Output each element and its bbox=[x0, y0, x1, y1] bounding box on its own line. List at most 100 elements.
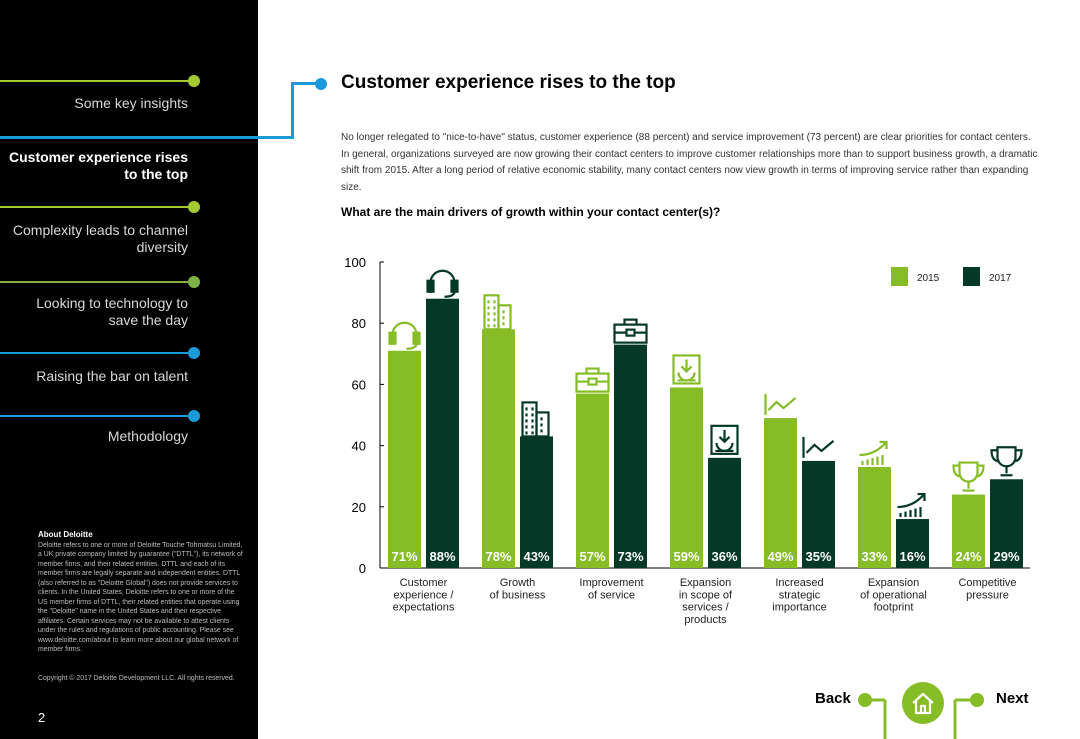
icon-2015-6 bbox=[952, 461, 985, 492]
icon-2017-6 bbox=[990, 446, 1023, 477]
icon-2015-1 bbox=[483, 294, 512, 331]
bar-label: 43% bbox=[523, 549, 549, 564]
bar-2017-5 bbox=[896, 519, 929, 568]
chart-question: What are the main drivers of growth with… bbox=[341, 205, 721, 219]
category-label: in scope of bbox=[679, 589, 733, 601]
back-button[interactable]: Back bbox=[815, 690, 851, 707]
bar-2017-3 bbox=[708, 457, 741, 568]
bar-label: 59% bbox=[673, 549, 699, 564]
about-title: About Deloitte bbox=[38, 530, 93, 539]
bar-2017-0 bbox=[426, 298, 459, 568]
sidebar-line-3 bbox=[0, 281, 194, 283]
next-button[interactable]: Next bbox=[996, 690, 1029, 707]
bar-2015-2 bbox=[576, 393, 609, 568]
bar-label: 57% bbox=[579, 549, 605, 564]
legend-label-2017: 2017 bbox=[989, 273, 1012, 284]
category-label: of operational bbox=[860, 589, 927, 601]
category-label: Expansion bbox=[868, 577, 919, 589]
sidebar-item-2[interactable]: Complexity leads to channel diversity bbox=[12, 222, 188, 255]
bar-2015-6 bbox=[952, 494, 985, 568]
category-label: Expansion bbox=[680, 577, 731, 589]
category-label: Increased bbox=[775, 577, 823, 589]
sidebar-line-0 bbox=[0, 80, 194, 82]
category-label: Customer bbox=[400, 577, 448, 589]
icon-2017-5 bbox=[897, 492, 926, 518]
icon-2015-3 bbox=[672, 354, 701, 385]
category-label: of service bbox=[588, 589, 635, 601]
bar-label: 29% bbox=[993, 549, 1019, 564]
category-label: Improvement bbox=[579, 577, 643, 589]
sidebar-item-5[interactable]: Methodology bbox=[107, 428, 188, 444]
sidebar-item-1[interactable]: Customer experience rises to the top bbox=[9, 149, 188, 182]
bar-2017-6 bbox=[990, 479, 1023, 568]
page-number: 2 bbox=[38, 710, 46, 725]
icon-2017-0 bbox=[426, 269, 459, 298]
sidebar-dot-2 bbox=[188, 201, 200, 213]
page-title: Customer experience rises to the top bbox=[341, 72, 676, 93]
about-text: Deloitte refers to one or more of Deloit… bbox=[38, 541, 243, 654]
y-tick-label: 100 bbox=[344, 255, 366, 270]
category-label: expectations bbox=[393, 602, 455, 614]
sidebar-line-5 bbox=[0, 415, 194, 417]
y-tick-label: 80 bbox=[352, 316, 366, 331]
bar-label: 33% bbox=[861, 549, 887, 564]
category-label: Growth bbox=[500, 577, 535, 589]
bar-label: 36% bbox=[711, 549, 737, 564]
sidebar-dot-3 bbox=[188, 276, 200, 288]
category-label: of business bbox=[490, 589, 546, 601]
legend-swatch-2017 bbox=[963, 267, 980, 286]
active-connector-line-vertical bbox=[291, 82, 294, 139]
category-label: experience / bbox=[394, 589, 455, 601]
bar-label: 24% bbox=[955, 549, 981, 564]
category-label: strategic bbox=[779, 589, 821, 601]
bar-2015-5 bbox=[858, 467, 891, 568]
icon-2017-3 bbox=[710, 424, 739, 455]
icon-2017-2 bbox=[613, 318, 648, 344]
category-label: Competitive bbox=[958, 577, 1016, 589]
category-label: services / bbox=[682, 602, 729, 614]
category-label: products bbox=[684, 614, 727, 626]
bar-label: 88% bbox=[429, 549, 455, 564]
icon-2015-4 bbox=[764, 394, 797, 416]
bar-2015-3 bbox=[670, 387, 703, 568]
intro-paragraph: No longer relegated to "nice-to-have" st… bbox=[341, 132, 1038, 193]
bar-2017-4 bbox=[802, 460, 835, 568]
footer-nav-decoration bbox=[858, 693, 984, 739]
bar-2015-4 bbox=[764, 418, 797, 568]
category-label: importance bbox=[772, 602, 826, 614]
active-connector-line bbox=[0, 136, 293, 139]
y-tick-label: 20 bbox=[352, 500, 366, 515]
category-label: pressure bbox=[966, 589, 1009, 601]
bar-2017-2 bbox=[614, 344, 647, 568]
sidebar-dot-0 bbox=[188, 75, 200, 87]
sidebar-dot-5 bbox=[188, 410, 200, 422]
sidebar-dot-4 bbox=[188, 347, 200, 359]
bar-2017-1 bbox=[520, 436, 553, 568]
bar-label: 71% bbox=[391, 549, 417, 564]
icon-2017-4 bbox=[802, 436, 835, 458]
sidebar-item-4[interactable]: Raising the bar on talent bbox=[36, 368, 188, 384]
sidebar-item-3[interactable]: Looking to technology to save the day bbox=[36, 295, 188, 328]
active-connector-line-top bbox=[291, 82, 321, 85]
home-button[interactable] bbox=[902, 682, 944, 724]
bar-label: 16% bbox=[899, 549, 925, 564]
bar-label: 78% bbox=[485, 549, 511, 564]
about-deloitte: About Deloitte Deloitte refers to one or… bbox=[38, 530, 243, 655]
icon-2015-0 bbox=[388, 321, 421, 350]
y-tick-label: 40 bbox=[352, 439, 366, 454]
icon-2015-2 bbox=[575, 367, 610, 393]
y-tick-label: 0 bbox=[359, 561, 366, 576]
category-label: footprint bbox=[874, 602, 914, 614]
home-icon bbox=[912, 692, 934, 715]
bar-label: 35% bbox=[805, 549, 831, 564]
legend-label-2015: 2015 bbox=[917, 273, 940, 284]
bar-2015-1 bbox=[482, 329, 515, 568]
sidebar-line-4 bbox=[0, 352, 194, 354]
copyright: Copyright © 2017 Deloitte Development LL… bbox=[38, 675, 235, 682]
y-tick-label: 60 bbox=[352, 377, 366, 392]
bar-label: 49% bbox=[767, 549, 793, 564]
icon-2017-1 bbox=[521, 401, 550, 438]
sidebar-item-0[interactable]: Some key insights bbox=[74, 95, 188, 111]
sidebar-line-2 bbox=[0, 206, 194, 208]
